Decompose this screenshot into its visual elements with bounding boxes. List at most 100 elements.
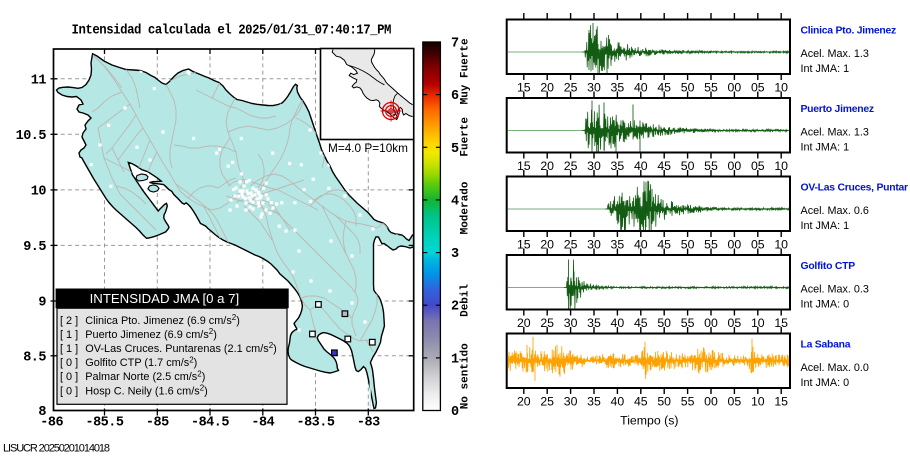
svg-text:-85.5: -85.5: [85, 416, 123, 431]
svg-text:10: 10: [774, 159, 788, 173]
svg-text:Puerto Jimenez (6.9 cm/s2): Puerto Jimenez (6.9 cm/s2): [85, 327, 217, 341]
svg-text:[ 0 ]: [ 0 ]: [60, 385, 78, 397]
svg-text:Acel. Max. 1.3: Acel. Max. 1.3: [801, 126, 869, 138]
svg-text:55: 55: [704, 159, 718, 173]
svg-text:15: 15: [517, 238, 531, 252]
svg-text:10.5: 10.5: [16, 129, 47, 144]
svg-text:Intensidad calculada el 2025/0: Intensidad calculada el 2025/01/31_07:40…: [72, 24, 392, 39]
svg-text:Int JMA: 0: Int JMA: 0: [801, 298, 850, 310]
svg-text:30: 30: [564, 316, 578, 330]
svg-text:30: 30: [564, 395, 578, 409]
svg-text:Debil: Debil: [460, 284, 472, 317]
svg-text:+: +: [392, 112, 396, 119]
svg-text:50: 50: [681, 159, 695, 173]
svg-text:Int JMA: 1: Int JMA: 1: [801, 220, 850, 232]
svg-text:10: 10: [774, 81, 788, 95]
svg-text:30: 30: [587, 238, 601, 252]
svg-text:05: 05: [728, 316, 742, 330]
svg-text:6: 6: [451, 89, 459, 104]
svg-text:30: 30: [587, 159, 601, 173]
svg-text:[ 1 ]: [ 1 ]: [60, 329, 78, 341]
svg-text:40: 40: [634, 238, 648, 252]
svg-text:10: 10: [774, 238, 788, 252]
svg-text:Acel. Max. 0.6: Acel. Max. 0.6: [801, 205, 869, 217]
svg-text:La Sabana: La Sabana: [801, 339, 851, 350]
svg-text:9.5: 9.5: [23, 240, 46, 255]
svg-text:OV-Las Cruces, Puntar: OV-Las Cruces, Puntar: [801, 182, 909, 193]
svg-text:50: 50: [657, 316, 671, 330]
svg-text:40: 40: [634, 159, 648, 173]
svg-text:20: 20: [517, 316, 531, 330]
svg-text:7: 7: [451, 37, 459, 52]
svg-text:Int JMA: 1: Int JMA: 1: [801, 63, 850, 75]
svg-text:40: 40: [611, 395, 625, 409]
svg-text:OV-Las Cruces. Puntarenas (2.1: OV-Las Cruces. Puntarenas (2.1 cm/s2): [85, 341, 276, 355]
svg-text:[ 0 ]: [ 0 ]: [60, 357, 78, 369]
svg-text:Golfito CTP (1.7 cm/s2): Golfito CTP (1.7 cm/s2): [85, 355, 197, 369]
svg-text:2: 2: [451, 300, 459, 315]
svg-text:15: 15: [774, 316, 788, 330]
svg-text:45: 45: [634, 395, 648, 409]
svg-text:25: 25: [540, 395, 554, 409]
svg-text:50: 50: [657, 395, 671, 409]
svg-text:20: 20: [540, 238, 554, 252]
svg-text:Palmar Norte (2.5 cm/s2): Palmar Norte (2.5 cm/s2): [85, 369, 205, 383]
svg-text:20: 20: [517, 395, 531, 409]
svg-text:Golfito CTP: Golfito CTP: [801, 261, 856, 272]
svg-text:No sentido: No sentido: [460, 343, 472, 409]
svg-text:3: 3: [451, 247, 459, 262]
svg-text:Moderado: Moderado: [460, 181, 472, 234]
svg-text:Int JMA: 0: Int JMA: 0: [801, 377, 850, 389]
svg-text:15: 15: [517, 159, 531, 173]
svg-text:Int JMA: 1: Int JMA: 1: [801, 141, 850, 153]
svg-text:00: 00: [728, 81, 742, 95]
svg-text:-83: -83: [357, 416, 380, 431]
svg-text:25: 25: [564, 81, 578, 95]
svg-text:25: 25: [564, 159, 578, 173]
svg-text:35: 35: [611, 81, 625, 95]
svg-text:00: 00: [704, 316, 718, 330]
svg-text:Acel. Max. 1.3: Acel. Max. 1.3: [801, 48, 869, 60]
svg-text:40: 40: [611, 316, 625, 330]
svg-text:[ 1 ]: [ 1 ]: [60, 343, 78, 355]
svg-text:Fuerte: Fuerte: [460, 117, 472, 157]
svg-text:-85: -85: [146, 416, 169, 431]
svg-text:35: 35: [587, 395, 601, 409]
svg-text:10: 10: [751, 395, 765, 409]
svg-text:45: 45: [657, 238, 671, 252]
svg-text:-84: -84: [251, 416, 274, 431]
svg-text:50: 50: [681, 238, 695, 252]
svg-text:-84.5: -84.5: [191, 416, 229, 431]
svg-text:00: 00: [728, 159, 742, 173]
svg-text:00: 00: [728, 238, 742, 252]
svg-text:40: 40: [634, 81, 648, 95]
svg-text:45: 45: [657, 159, 671, 173]
svg-text:10: 10: [751, 316, 765, 330]
svg-text:Tiempo (s): Tiempo (s): [620, 414, 678, 428]
svg-text:55: 55: [681, 316, 695, 330]
svg-text:35: 35: [611, 159, 625, 173]
svg-text:05: 05: [728, 395, 742, 409]
svg-text:1: 1: [451, 352, 459, 367]
svg-text:Acel. Max. 0.0: Acel. Max. 0.0: [801, 362, 869, 374]
svg-text:8.5: 8.5: [23, 350, 46, 365]
svg-text:Puerto Jimenez: Puerto Jimenez: [801, 104, 874, 115]
svg-text:45: 45: [657, 81, 671, 95]
svg-text:[ 2 ]: [ 2 ]: [60, 315, 78, 327]
svg-text:55: 55: [681, 395, 695, 409]
svg-text:-86: -86: [40, 416, 63, 431]
svg-text:25: 25: [564, 238, 578, 252]
svg-text:5: 5: [451, 142, 459, 157]
svg-text:Clinica Pto. Jimenez: Clinica Pto. Jimenez: [801, 25, 897, 36]
svg-text:05: 05: [751, 238, 765, 252]
svg-text:Hosp C. Neily (1.6 cm/s2): Hosp C. Neily (1.6 cm/s2): [85, 384, 207, 398]
svg-text:-83.5: -83.5: [296, 416, 334, 431]
svg-text:M=4.0 P=10km: M=4.0 P=10km: [328, 141, 408, 155]
svg-text:8: 8: [38, 405, 46, 420]
svg-text:00: 00: [704, 395, 718, 409]
svg-text:Clinica Pto. Jimenez (6.9 cm/s: Clinica Pto. Jimenez (6.9 cm/s2): [85, 313, 240, 327]
svg-text:LISUCR 20250201014018: LISUCR 20250201014018: [3, 443, 110, 455]
svg-text:55: 55: [704, 81, 718, 95]
svg-text:[ 0 ]: [ 0 ]: [60, 371, 78, 383]
svg-text:45: 45: [634, 316, 648, 330]
